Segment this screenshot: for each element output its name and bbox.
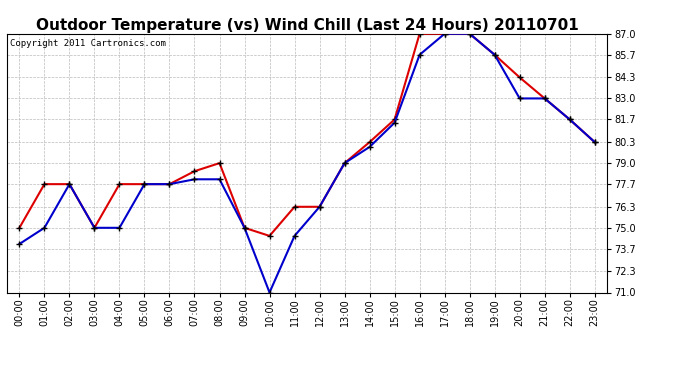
Text: Copyright 2011 Cartronics.com: Copyright 2011 Cartronics.com xyxy=(10,39,166,48)
Title: Outdoor Temperature (vs) Wind Chill (Last 24 Hours) 20110701: Outdoor Temperature (vs) Wind Chill (Las… xyxy=(36,18,578,33)
